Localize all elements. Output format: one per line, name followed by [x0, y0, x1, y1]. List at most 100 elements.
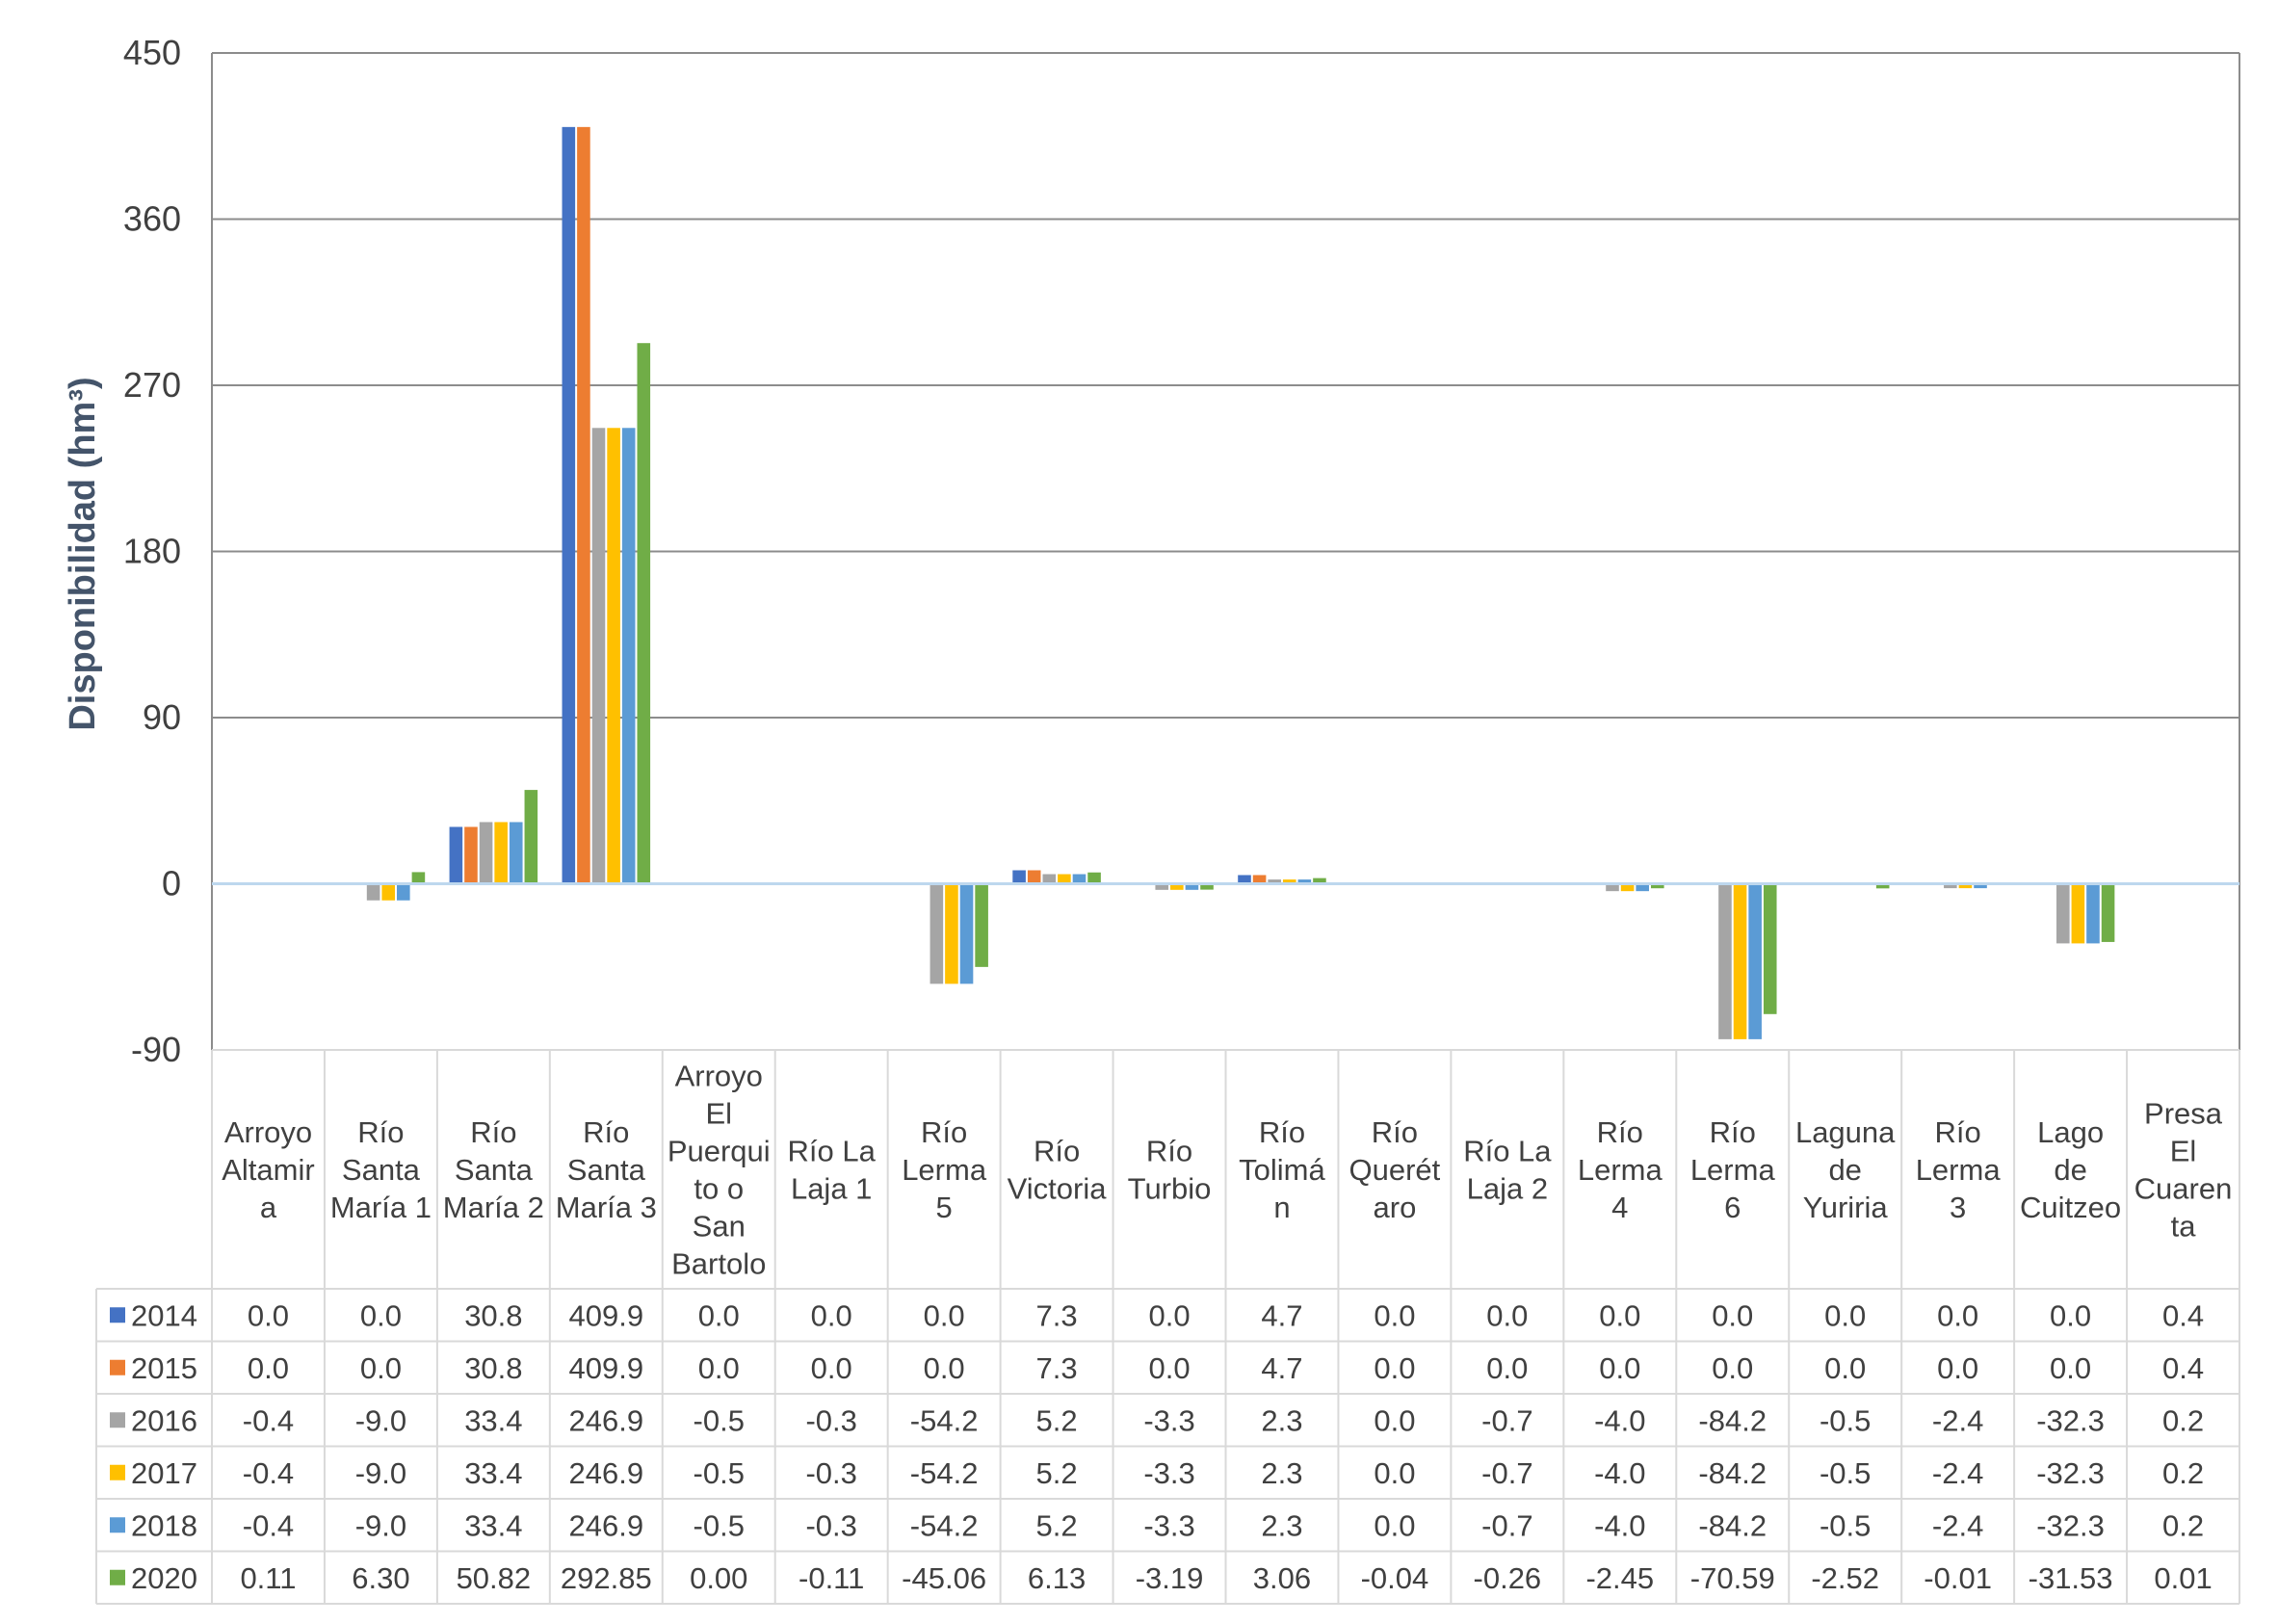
legend-key — [110, 1517, 125, 1533]
table-cell-value: 246.9 — [569, 1508, 644, 1542]
table-cell-value: -70.59 — [1690, 1561, 1775, 1595]
table-cell-value: 0.0 — [1937, 1351, 1978, 1385]
table-cell-value: 4.7 — [1261, 1351, 1302, 1385]
table-cell-value: 6.30 — [352, 1561, 409, 1595]
legend-label: 2018 — [131, 1508, 197, 1542]
legend-label: 2016 — [131, 1403, 197, 1437]
table-cell-value: 0.0 — [698, 1298, 740, 1332]
table-cell-value: 0.0 — [1937, 1298, 1978, 1332]
bar — [945, 883, 958, 984]
bars — [223, 126, 2228, 1039]
table-cell-value: -0.5 — [694, 1403, 745, 1437]
table-cell-value: -4.0 — [1594, 1403, 1645, 1437]
table-cell-value: -0.11 — [799, 1561, 864, 1595]
table-cell-value: 0.0 — [924, 1351, 965, 1385]
table-cell-value: -84.2 — [1698, 1456, 1767, 1490]
bar — [1200, 883, 1214, 890]
table-cell-value: 5.2 — [1036, 1456, 1078, 1490]
table-cell-value: -0.01 — [1924, 1561, 1992, 1595]
bar — [591, 428, 606, 884]
table-cell-value: 0.00 — [690, 1561, 747, 1595]
table-cell-value: 0.0 — [360, 1298, 402, 1332]
table-cell-value: -84.2 — [1698, 1403, 1767, 1437]
table-cell-value: -0.7 — [1481, 1508, 1532, 1542]
category-label: Río Turbio — [1128, 1135, 1212, 1206]
bar — [1944, 883, 1957, 889]
table-cell-value: 5.2 — [1036, 1508, 1078, 1542]
category-label: Río Lerma 5 — [902, 1115, 987, 1224]
table-cell-value: 0.0 — [1824, 1351, 1866, 1385]
bar — [449, 826, 463, 884]
table-cell-value: -54.2 — [910, 1456, 979, 1490]
table-cell-value: 0.0 — [1486, 1351, 1528, 1385]
table-cell-value: 0.0 — [1599, 1298, 1640, 1332]
table-cell-value: 0.0 — [811, 1351, 852, 1385]
category-label: Río Lerma 3 — [1916, 1115, 2002, 1224]
category-label: Río La Laja 1 — [788, 1135, 877, 1206]
gridlines — [211, 52, 2240, 1051]
bar — [975, 883, 988, 967]
table-cell-value: 0.0 — [924, 1298, 965, 1332]
table-cell-value: 2.3 — [1261, 1508, 1302, 1542]
table-cell-value: -9.0 — [355, 1508, 406, 1542]
table-cell-value: -32.3 — [2036, 1403, 2105, 1437]
table-cell-value: 0.0 — [1824, 1298, 1866, 1332]
bar — [621, 428, 636, 884]
bar — [2101, 883, 2115, 942]
bar — [1718, 883, 1732, 1039]
table-cell-value: 0.0 — [1374, 1456, 1415, 1490]
table-cell-value: -32.3 — [2036, 1456, 2105, 1490]
table-cell-value: 6.13 — [1028, 1561, 1086, 1595]
y-tick-label: -90 — [131, 1030, 181, 1069]
table-cell-value: 292.85 — [561, 1561, 652, 1595]
bar — [524, 790, 538, 884]
table-cell-value: -9.0 — [355, 1456, 406, 1490]
table-cell-value: -0.3 — [805, 1456, 856, 1490]
table-cell-value: 0.4 — [2162, 1351, 2204, 1385]
bar — [1875, 883, 1890, 889]
table-cell-value: 0.0 — [1374, 1351, 1415, 1385]
legend-key — [110, 1307, 125, 1323]
table-cell-value: -84.2 — [1698, 1508, 1767, 1542]
table-cell-value: 246.9 — [569, 1403, 644, 1437]
y-axis-label: Disponibilidad (hm³) — [63, 377, 103, 730]
bar — [1170, 883, 1184, 890]
bar — [1087, 872, 1101, 884]
category-label: Río Santa María 3 — [556, 1115, 657, 1224]
bar — [1268, 879, 1281, 884]
bar — [1636, 883, 1649, 892]
legend-key — [110, 1359, 125, 1375]
bar — [2086, 883, 2100, 944]
legend-key — [110, 1464, 125, 1480]
table-cell-value: 50.82 — [457, 1561, 532, 1595]
table-cell-value: 0.0 — [811, 1298, 852, 1332]
table-cell-value: 7.3 — [1036, 1351, 1078, 1385]
table-cell-value: 0.2 — [2162, 1508, 2204, 1542]
bar — [1238, 875, 1251, 884]
bar — [1185, 883, 1199, 890]
table-cell-value: 0.0 — [1148, 1351, 1190, 1385]
table-cell-value: 409.9 — [569, 1298, 644, 1332]
table-cell-value: 2.3 — [1261, 1403, 1302, 1437]
table-cell-value: -0.26 — [1474, 1561, 1542, 1595]
table-cell-value: 0.0 — [1374, 1298, 1415, 1332]
table-cell-value: 0.0 — [1374, 1508, 1415, 1542]
table-cell-value: -2.4 — [1932, 1456, 1983, 1490]
table-cell-value: 0.0 — [1599, 1351, 1640, 1385]
y-tick-label: 270 — [123, 365, 181, 405]
table-cell-value: -0.5 — [694, 1456, 745, 1490]
bar — [381, 883, 396, 901]
table-cell-value: 0.11 — [240, 1561, 296, 1595]
category-label: Río Tolimá n — [1239, 1115, 1325, 1224]
table-cell-value: 0.01 — [2154, 1561, 2212, 1595]
table-cell-value: 3.06 — [1253, 1561, 1311, 1595]
table-cell-value: -0.4 — [243, 1508, 294, 1542]
legend-label: 2017 — [131, 1456, 197, 1490]
bar — [479, 822, 493, 884]
category-label: Río Victoria — [1008, 1135, 1108, 1206]
table-cell-value: 33.4 — [464, 1508, 522, 1542]
table-cell-value: 0.2 — [2162, 1403, 2204, 1437]
bar — [509, 822, 523, 884]
